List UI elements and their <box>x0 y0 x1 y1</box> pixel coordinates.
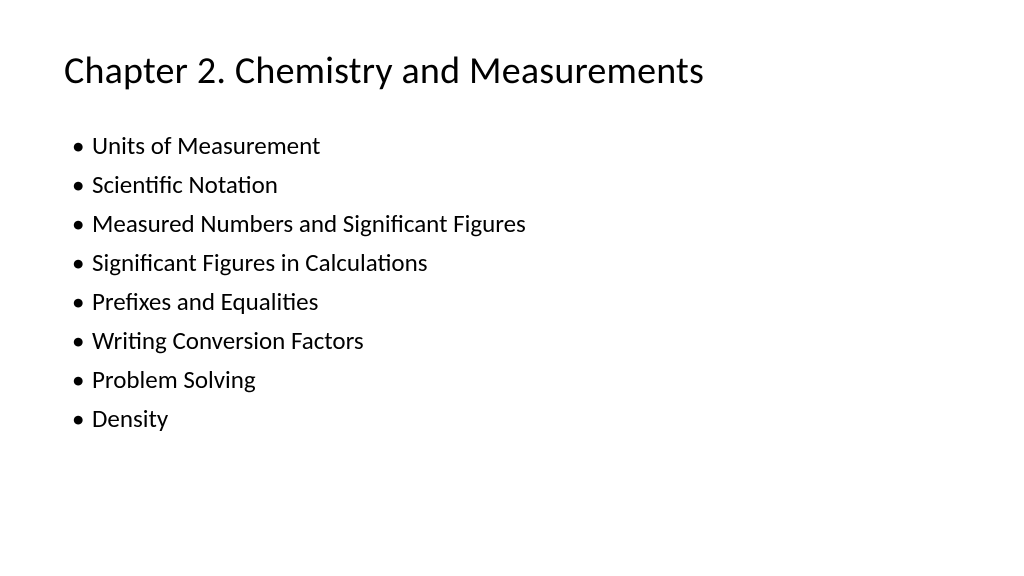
slide-title: Chapter 2. Chemistry and Measurements <box>64 48 960 94</box>
list-item: Scientific Notation <box>72 165 960 204</box>
bullet-list: Units of Measurement Scientific Notation… <box>64 126 960 438</box>
list-item: Measured Numbers and Significant Figures <box>72 204 960 243</box>
list-item: Significant Figures in Calculations <box>72 243 960 282</box>
list-item: Writing Conversion Factors <box>72 321 960 360</box>
list-item: Density <box>72 399 960 438</box>
list-item: Problem Solving <box>72 360 960 399</box>
list-item: Prefixes and Equalities <box>72 282 960 321</box>
list-item: Units of Measurement <box>72 126 960 165</box>
